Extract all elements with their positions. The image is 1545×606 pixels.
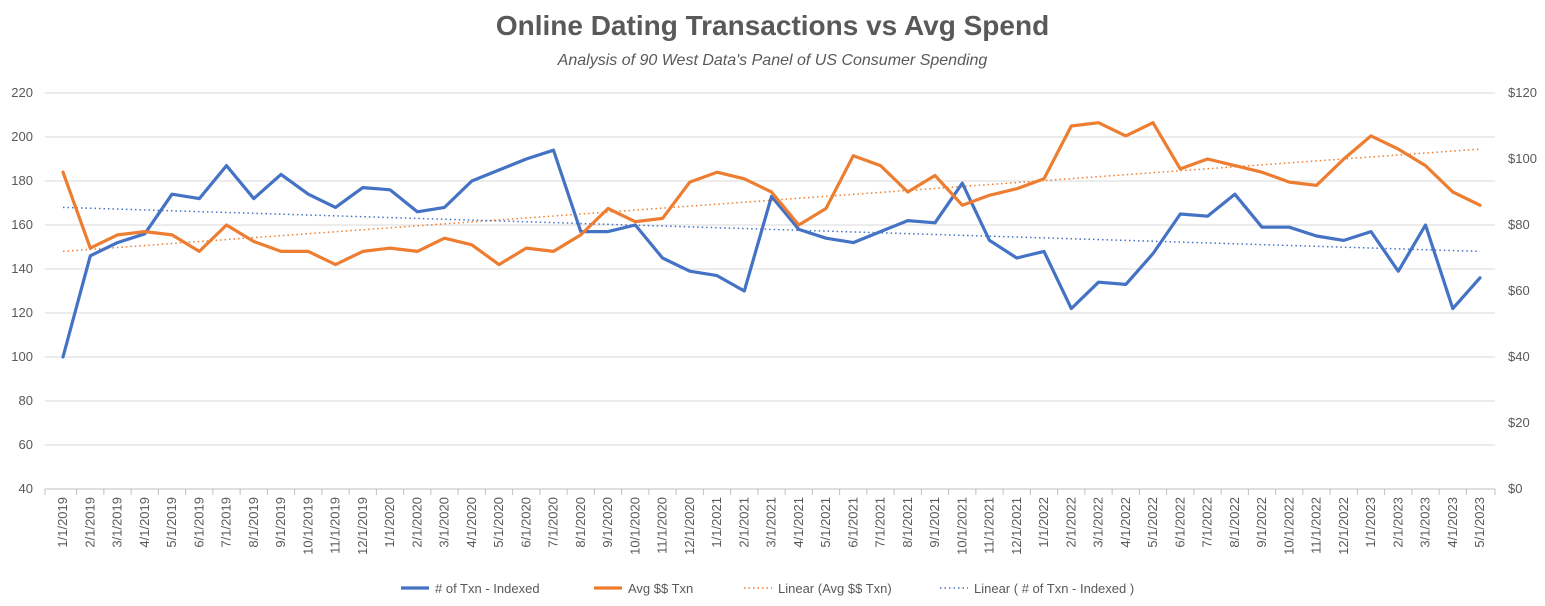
x-axis-tick-label: 10/1/2020 — [627, 497, 642, 555]
x-axis-tick-label: 9/1/2021 — [927, 497, 942, 548]
x-axis-tick-label: 11/1/2022 — [1309, 497, 1324, 554]
x-axis-tick-label: 12/1/2021 — [1009, 497, 1024, 555]
x-axis-tick-label: 9/1/2019 — [273, 497, 288, 548]
x-axis-tick-label: 7/1/2022 — [1200, 497, 1215, 548]
x-axis-tick-label: 7/1/2021 — [873, 497, 888, 548]
legend-label: # of Txn - Indexed — [435, 581, 540, 596]
x-axis-tick-label: 10/1/2022 — [1281, 497, 1296, 555]
x-axis-tick-label: 5/1/2021 — [818, 497, 833, 548]
left-axis-tick-label: 180 — [11, 173, 33, 188]
x-axis-tick-label: 1/1/2022 — [1036, 497, 1051, 548]
left-axis-tick-label: 60 — [19, 437, 33, 452]
left-axis-tick-label: 40 — [19, 481, 33, 496]
x-axis-tick-label: 8/1/2021 — [900, 497, 915, 548]
right-axis-tick-label: $40 — [1508, 349, 1530, 364]
left-axis-tick-label: 220 — [11, 85, 33, 100]
trendline — [62, 206, 1481, 253]
x-axis-tick-label: 4/1/2021 — [791, 497, 806, 548]
x-axis-tick-label: 3/1/2020 — [437, 497, 452, 548]
x-axis-tick-label: 1/1/2023 — [1363, 497, 1378, 548]
right-axis-tick-label: $120 — [1508, 85, 1537, 100]
x-axis-ticks: 1/1/2019 2/1/2019 3/1/2019 4/1/2019 5/1/2019… — [44, 489, 1496, 555]
x-axis-tick-label: 7/1/2019 — [219, 497, 234, 548]
left-axis-tick-label: 200 — [11, 129, 33, 144]
legend-label: Linear (Avg $$ Txn) — [778, 581, 892, 596]
x-axis-tick-label: 11/1/2020 — [655, 497, 670, 554]
x-axis-tick-label: 10/1/2021 — [954, 497, 969, 555]
x-axis-tick-label: 6/1/2021 — [845, 497, 860, 548]
x-axis-tick-label: 7/1/2020 — [546, 497, 561, 548]
x-axis-tick-label: 4/1/2023 — [1445, 497, 1460, 548]
left-axis-tick-label: 160 — [11, 217, 33, 232]
x-axis-tick-label: 1/1/2019 — [55, 497, 70, 548]
x-axis-tick-label: 5/1/2022 — [1145, 497, 1160, 548]
right-axis-tick-label: $100 — [1508, 151, 1537, 166]
x-axis-tick-label: 11/1/2019 — [328, 497, 343, 554]
x-axis-tick-label: 12/1/2020 — [682, 497, 697, 555]
chart-title: Online Dating Transactions vs Avg Spend — [495, 10, 1050, 41]
x-axis-tick-label: 2/1/2020 — [409, 497, 424, 548]
left-axis-tick-label: 140 — [11, 261, 33, 276]
left-axis-tick-label: 120 — [11, 305, 33, 320]
x-axis-tick-label: 3/1/2023 — [1418, 497, 1433, 548]
legend-label: Avg $$ Txn — [628, 581, 693, 596]
x-axis-tick-label: 3/1/2019 — [110, 497, 125, 548]
x-axis-tick-label: 2/1/2023 — [1390, 497, 1405, 548]
x-axis-tick-label: 9/1/2020 — [600, 497, 615, 548]
x-axis-tick-label: 12/1/2022 — [1336, 497, 1351, 555]
left-axis-ticks: 40 60 80 100 120 140 160 180 200 220 — [11, 85, 33, 496]
legend-label: Linear ( # of Txn - Indexed ) — [974, 581, 1134, 596]
right-axis-ticks: $0 $20 $40 $60 $80 $100 $120 — [1508, 85, 1537, 496]
gridlines — [45, 92, 1495, 490]
x-axis-tick-label: 1/1/2020 — [382, 497, 397, 548]
x-axis-tick-label: 5/1/2023 — [1472, 497, 1487, 548]
x-axis-tick-label: 4/1/2020 — [464, 497, 479, 548]
x-axis-tick-label: 8/1/2020 — [573, 497, 588, 548]
legend: # of Txn - Indexed Avg $$ Txn Linear (Avg … — [401, 581, 1134, 596]
right-axis-tick-label: $0 — [1508, 481, 1522, 496]
x-axis-tick-label: 2/1/2022 — [1063, 497, 1078, 548]
x-axis-tick-label: 11/1/2021 — [982, 497, 997, 554]
right-axis-tick-label: $80 — [1508, 217, 1530, 232]
x-axis-tick-label: 6/1/2022 — [1172, 497, 1187, 548]
x-axis-tick-label: 6/1/2020 — [518, 497, 533, 548]
x-axis-tick-label: 1/1/2021 — [709, 497, 724, 548]
x-axis-tick-label: 3/1/2022 — [1091, 497, 1106, 548]
left-axis-tick-label: 100 — [11, 349, 33, 364]
x-axis-tick-label: 4/1/2019 — [137, 497, 152, 548]
x-axis-tick-label: 2/1/2021 — [736, 497, 751, 548]
series-line-avg-spend — [61, 121, 1482, 267]
chart-subtitle: Analysis of 90 West Data's Panel of US C… — [557, 52, 988, 69]
x-axis-tick-label: 10/1/2019 — [300, 497, 315, 555]
right-axis-tick-label: $20 — [1508, 415, 1530, 430]
x-axis-tick-label: 6/1/2019 — [191, 497, 206, 548]
series-lines — [61, 121, 1482, 359]
x-axis-tick-label: 4/1/2022 — [1118, 497, 1133, 548]
x-axis-tick-label: 12/1/2019 — [355, 497, 370, 555]
x-axis-tick-label: 2/1/2019 — [82, 497, 97, 548]
x-axis-tick-label: 5/1/2019 — [164, 497, 179, 548]
x-axis-tick-label: 8/1/2019 — [246, 497, 261, 548]
series-line-txn-indexed — [61, 148, 1482, 359]
x-axis-tick-label: 8/1/2022 — [1227, 497, 1242, 548]
right-axis-tick-label: $60 — [1508, 283, 1530, 298]
x-axis-tick-label: 9/1/2022 — [1254, 497, 1269, 548]
x-axis-tick-label: 5/1/2020 — [491, 497, 506, 548]
left-axis-tick-label: 80 — [19, 393, 33, 408]
x-axis-tick-label: 3/1/2021 — [764, 497, 779, 548]
